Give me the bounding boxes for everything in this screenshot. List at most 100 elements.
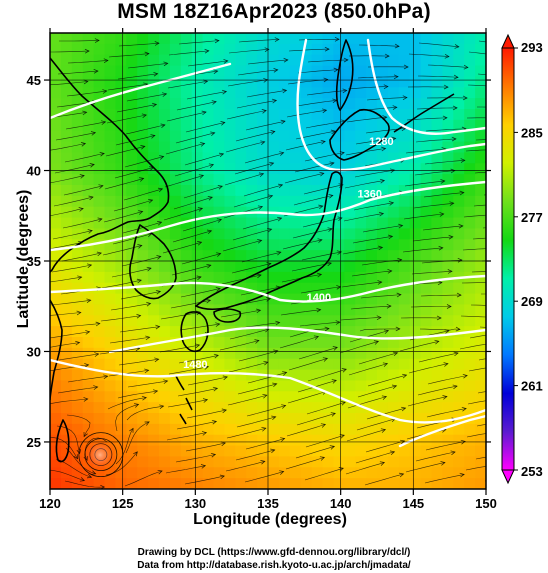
streamline bbox=[416, 107, 457, 110]
field-cell bbox=[398, 54, 411, 67]
field-cell bbox=[333, 87, 345, 99]
streamline-arrow bbox=[458, 223, 464, 229]
field-cell bbox=[224, 109, 236, 121]
field-cell bbox=[431, 315, 443, 327]
field-cell bbox=[148, 456, 160, 468]
field-cell bbox=[126, 467, 138, 479]
field-cell bbox=[311, 250, 324, 262]
field-cell bbox=[224, 293, 236, 306]
field-cell bbox=[311, 130, 324, 143]
field-cell bbox=[377, 369, 389, 382]
field-cell bbox=[60, 228, 73, 240]
streamline-arrow bbox=[403, 64, 409, 70]
field-cell bbox=[344, 239, 356, 251]
field-cell bbox=[50, 467, 62, 479]
field-cell bbox=[180, 228, 193, 240]
field-cell bbox=[333, 369, 345, 382]
field-cell bbox=[246, 261, 258, 273]
field-cell bbox=[82, 282, 95, 295]
streamline-arrow bbox=[280, 437, 286, 442]
field-cell bbox=[246, 478, 258, 489]
streamline-arrow bbox=[206, 229, 213, 235]
field-cell bbox=[300, 250, 313, 262]
field-cell bbox=[442, 337, 454, 349]
field-cell bbox=[137, 423, 149, 436]
field-cell bbox=[398, 33, 411, 45]
streamline bbox=[181, 253, 221, 265]
field-cell bbox=[442, 195, 454, 208]
streamline-arrow bbox=[331, 379, 337, 384]
field-cell bbox=[442, 315, 454, 327]
field-cell bbox=[191, 130, 204, 143]
field-cell bbox=[311, 76, 324, 88]
field-cell bbox=[180, 380, 193, 392]
field-cell bbox=[333, 271, 345, 284]
field-cell bbox=[202, 282, 215, 295]
streamline-arrow bbox=[257, 205, 264, 210]
field-cell bbox=[398, 445, 411, 458]
field-cell bbox=[191, 43, 204, 56]
field-cell bbox=[93, 337, 106, 349]
field-cell bbox=[71, 315, 84, 327]
streamline bbox=[57, 386, 98, 394]
field-cell bbox=[398, 43, 411, 56]
field-cell bbox=[246, 380, 258, 392]
field-cell bbox=[246, 358, 258, 371]
streamline bbox=[109, 337, 150, 344]
streamline bbox=[481, 293, 486, 295]
field-cell bbox=[137, 315, 149, 327]
field-cell bbox=[300, 445, 313, 458]
field-cell bbox=[377, 261, 389, 273]
field-cell bbox=[442, 130, 454, 143]
field-cell bbox=[60, 467, 73, 479]
field-cell bbox=[50, 413, 62, 425]
field-cell bbox=[104, 141, 116, 154]
field-cell bbox=[202, 33, 215, 45]
field-cell bbox=[180, 239, 193, 251]
streamline bbox=[360, 294, 401, 299]
temperature-field bbox=[50, 33, 486, 489]
field-cell bbox=[169, 402, 182, 414]
field-cell bbox=[311, 467, 324, 479]
field-cell bbox=[224, 358, 236, 371]
streamline bbox=[282, 239, 322, 250]
field-cell bbox=[82, 391, 95, 403]
field-cell bbox=[159, 423, 171, 436]
field-cell bbox=[344, 423, 356, 436]
field-cell bbox=[344, 315, 356, 327]
field-cell bbox=[180, 326, 193, 338]
streamline-arrow bbox=[157, 187, 164, 193]
field-cell bbox=[377, 239, 389, 251]
field-cell bbox=[442, 228, 454, 240]
field-cell bbox=[431, 43, 443, 56]
field-cell bbox=[71, 413, 84, 425]
field-cell bbox=[377, 315, 389, 327]
field-cell bbox=[169, 43, 182, 56]
field-cell bbox=[300, 315, 313, 327]
streamline bbox=[362, 225, 403, 233]
field-cell bbox=[50, 271, 62, 284]
streamline bbox=[296, 100, 337, 107]
field-cell bbox=[213, 152, 225, 164]
streamline bbox=[477, 391, 486, 394]
field-cell bbox=[71, 185, 84, 197]
streamline bbox=[424, 474, 465, 484]
field-cell bbox=[300, 402, 313, 414]
field-cell bbox=[235, 358, 247, 371]
contour-line-1400 bbox=[50, 274, 486, 303]
streamline-arrow bbox=[329, 445, 336, 450]
streamline-arrow bbox=[82, 110, 88, 116]
field-cell bbox=[148, 185, 160, 197]
field-cell bbox=[311, 315, 324, 327]
streamline-arrow bbox=[264, 47, 270, 52]
field-cell bbox=[322, 98, 334, 110]
field-cell bbox=[442, 65, 454, 78]
field-cell bbox=[71, 76, 84, 88]
field-cell bbox=[71, 423, 84, 436]
field-cell bbox=[322, 391, 334, 403]
field-cell bbox=[475, 228, 486, 240]
field-cell bbox=[93, 467, 106, 479]
field-cell bbox=[82, 33, 95, 45]
streamline-arrow bbox=[203, 365, 210, 370]
streamline-arrow bbox=[84, 48, 90, 54]
